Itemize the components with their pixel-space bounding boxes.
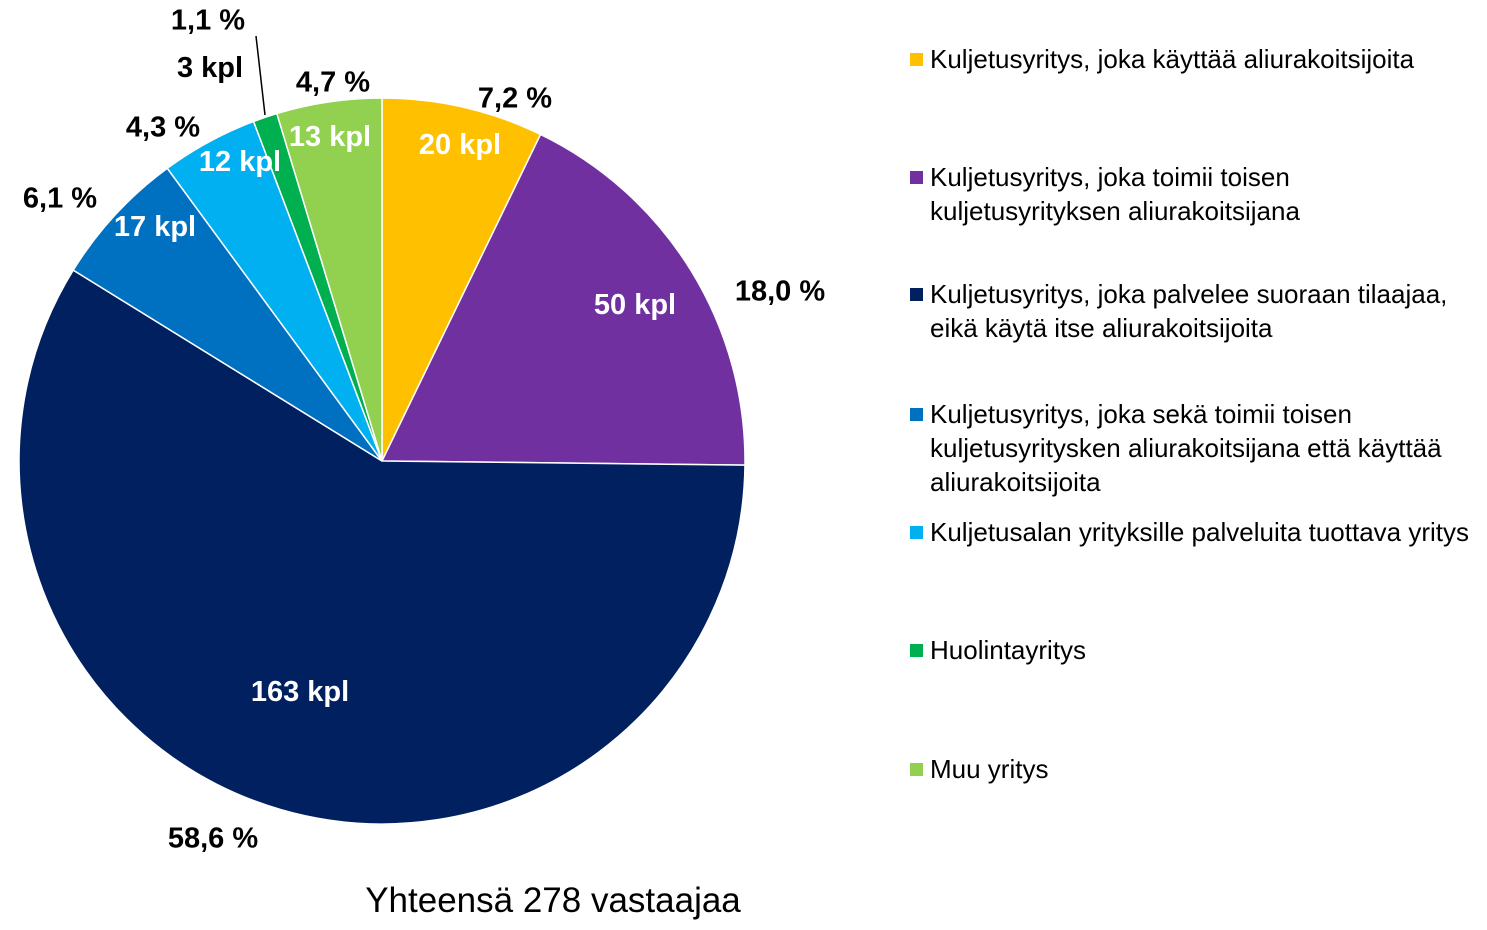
- legend-label: Kuljetusyritys, joka käyttää aliurakoits…: [930, 44, 1415, 74]
- count-label: 13 kpl: [288, 121, 372, 153]
- percent-label: 4,7 %: [296, 67, 370, 99]
- pie-slice: [18, 269, 746, 825]
- count-label-box: 12 kpl: [198, 146, 282, 178]
- legend-label-box: Kuljetusyritys, joka sekä toimii toisen …: [930, 399, 1442, 497]
- legend-label-box: Huolintayritys: [930, 635, 1087, 665]
- percent-label: 58,6 %: [168, 823, 258, 855]
- count-label: 3 kpl: [176, 52, 244, 84]
- percent-label: 4,3 %: [126, 112, 200, 144]
- count-label-box: 13 kpl: [288, 121, 372, 153]
- legend-swatch: [910, 288, 923, 301]
- legend-label-box: Kuljetusalan yrityksille palveluita tuot…: [930, 517, 1470, 547]
- legend-label: Kuljetusalan yrityksille palveluita tuot…: [930, 517, 1470, 547]
- percent-label: 1,1 %: [171, 5, 245, 37]
- count-label: 20 kpl: [418, 129, 502, 161]
- pie-slice: [72, 167, 383, 462]
- percent-label: 18,0 %: [735, 276, 825, 308]
- legend-swatch: [910, 53, 923, 66]
- legend-label-box: Kuljetusyritys, joka käyttää aliurakoits…: [930, 44, 1415, 74]
- pie-slice: [381, 97, 542, 462]
- count-label: 17 kpl: [113, 211, 197, 243]
- legend-label: Kuljetusyritys, joka toimii toisen kulje…: [930, 162, 1300, 226]
- legend-label-box: Kuljetusyritys, joka toimii toisen kulje…: [930, 162, 1300, 226]
- percent-label: 6,1 %: [23, 183, 97, 215]
- count-label: 50 kpl: [593, 289, 677, 321]
- pie-slice: [380, 133, 746, 466]
- legend-label-box: Muu yritys: [930, 754, 1049, 784]
- legend-label: Huolintayritys: [930, 635, 1087, 665]
- percent-label: 7,2 %: [478, 83, 552, 115]
- legend-swatch: [910, 644, 923, 657]
- count-label-box: 20 kpl: [418, 129, 502, 161]
- count-label-box: 163 kpl: [250, 676, 350, 708]
- legend-label: Muu yritys: [930, 754, 1049, 784]
- legend-swatch: [910, 763, 923, 776]
- legend-label: Kuljetusyritys, joka palvelee suoraan ti…: [930, 279, 1448, 343]
- legend-label-box: Kuljetusyritys, joka palvelee suoraan ti…: [930, 279, 1448, 343]
- count-label: 12 kpl: [198, 146, 282, 178]
- leader-line: [255, 35, 266, 116]
- legend-label: Kuljetusyritys, joka sekä toimii toisen …: [930, 399, 1442, 497]
- legend-swatch: [910, 526, 923, 539]
- count-label-box: 3 kpl: [176, 52, 244, 84]
- pie-slice: [275, 97, 383, 462]
- legend-swatch: [910, 171, 923, 184]
- legend-swatch: [910, 408, 923, 421]
- count-label-box: 50 kpl: [593, 289, 677, 321]
- chart-title: Yhteensä 278 vastaajaa: [365, 881, 741, 920]
- count-label: 163 kpl: [250, 676, 350, 708]
- count-label-box: 17 kpl: [113, 211, 197, 243]
